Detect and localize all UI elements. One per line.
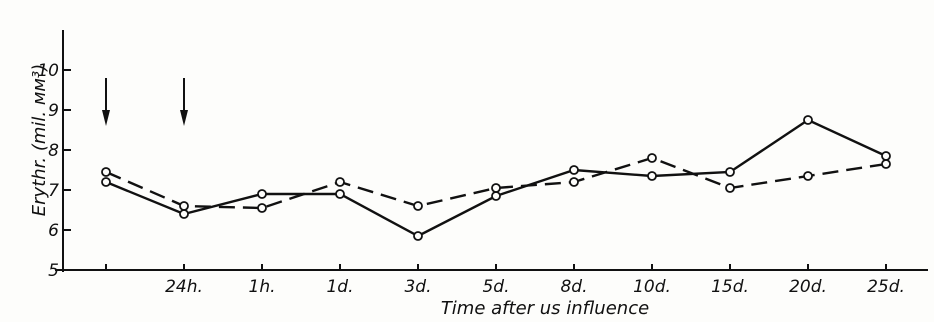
data-point-dashed <box>569 177 579 187</box>
data-point-dashed <box>335 177 345 187</box>
data-point-solid <box>257 189 267 199</box>
x-tick-label: 3d. <box>404 277 431 297</box>
x-tick-label: 15d. <box>711 277 749 297</box>
y-tick-label: 5 <box>48 261 59 281</box>
event-arrows <box>102 78 188 126</box>
y-tick-label: 8 <box>48 141 59 161</box>
event-arrow <box>180 78 188 126</box>
data-point-solid <box>647 171 657 181</box>
x-tick-label: 25d. <box>867 277 905 297</box>
y-tick-label: 6 <box>48 221 59 241</box>
data-point-solid <box>101 177 111 187</box>
event-arrow-head <box>180 110 188 126</box>
data-point-solid <box>335 189 345 199</box>
x-tick-label: 10d. <box>633 277 671 297</box>
x-tick-label: 1h. <box>249 277 276 297</box>
data-point-dashed <box>257 203 267 213</box>
data-point-solid <box>725 167 735 177</box>
event-arrow-head <box>102 110 110 126</box>
x-tick-label: 24h. <box>165 277 203 297</box>
y-ticks: 5 6 7 8 9 10 <box>37 61 71 281</box>
axes <box>55 30 928 272</box>
event-arrow <box>102 78 110 126</box>
x-tick-label: 8d. <box>560 277 587 297</box>
series <box>101 115 891 241</box>
y-tick-label: 9 <box>48 101 59 121</box>
x-axis-label: Time after us influence <box>441 298 649 319</box>
data-point-dashed <box>101 167 111 177</box>
series-line-solid <box>105 118 887 238</box>
x-tick-label: 5d. <box>482 277 509 297</box>
y-tick-label: 10 <box>37 61 59 81</box>
data-point-dashed <box>725 183 735 193</box>
data-point-dashed <box>647 153 657 163</box>
data-point-solid <box>569 165 579 175</box>
x-tick-label: 20d. <box>789 277 827 297</box>
x-tick-label: 1d. <box>326 277 353 297</box>
data-point-solid <box>491 191 501 201</box>
series-line-dashed <box>105 156 887 210</box>
data-point-solid <box>179 209 189 219</box>
y-axis-label: Erythr. (mil. мм³) <box>29 64 50 216</box>
y-tick-label: 7 <box>48 181 59 201</box>
x-ticks: 24h. 1h. 1d. 3d. 5d. 8d. 10d. 15d. 20d. 25d. <box>105 264 905 297</box>
data-point-solid <box>413 231 423 241</box>
data-point-dashed <box>491 183 501 193</box>
data-point-dashed <box>881 159 891 169</box>
data-point-solid <box>803 115 813 125</box>
data-point-solid <box>881 151 891 161</box>
data-point-dashed <box>803 171 813 181</box>
data-point-dashed <box>179 201 189 211</box>
data-point-dashed <box>413 201 423 211</box>
